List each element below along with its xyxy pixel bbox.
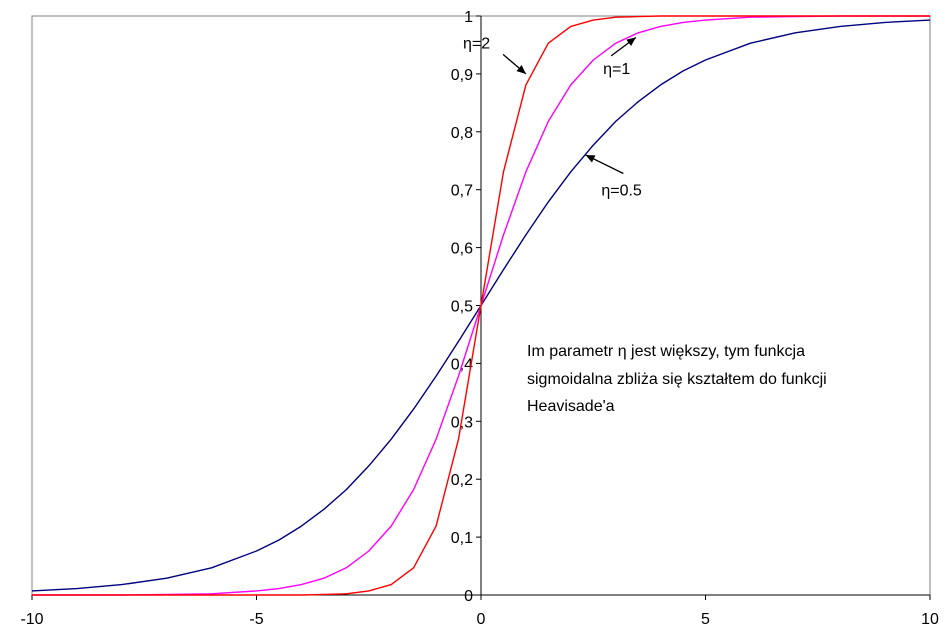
curve-label-1: η=2 [463, 35, 490, 52]
y-tick-label: 0,6 [451, 241, 473, 258]
note-line-2: sigmoidalna zbliża się kształtem do funk… [527, 371, 827, 388]
annotation-arrowhead [626, 37, 636, 47]
x-tick-label: -5 [249, 611, 263, 628]
x-tick-label: 0 [477, 611, 486, 628]
annotations: η=2 η=1 η=0.5 [463, 35, 642, 199]
x-tick-label: 5 [701, 611, 710, 628]
curve-label-2: η=1 [603, 61, 630, 78]
x-tick-label: -10 [20, 611, 43, 628]
y-tick-label: 0 [464, 588, 473, 605]
note-line-1: Im parametr η jest większy, tym funkcja [527, 343, 805, 360]
series-line-3 [32, 15, 930, 596]
annotation-arrowhead [516, 65, 526, 74]
y-tick-label: 0,5 [451, 299, 473, 316]
series-lines [31, 15, 931, 596]
annotation-arrowhead [585, 154, 596, 163]
y-tick-label: 0,1 [451, 530, 473, 547]
x-tick-label: 10 [921, 611, 939, 628]
y-tick-label: 0,7 [451, 183, 473, 200]
y-tick-label: 1 [464, 9, 473, 26]
note-line-3: Heavisade'a [527, 398, 615, 415]
y-tick-label: 0,9 [451, 67, 473, 84]
curve-label-3: η=0.5 [601, 182, 642, 199]
y-tick-label: 0,2 [451, 472, 473, 489]
y-tick-label: 0,8 [451, 125, 473, 142]
